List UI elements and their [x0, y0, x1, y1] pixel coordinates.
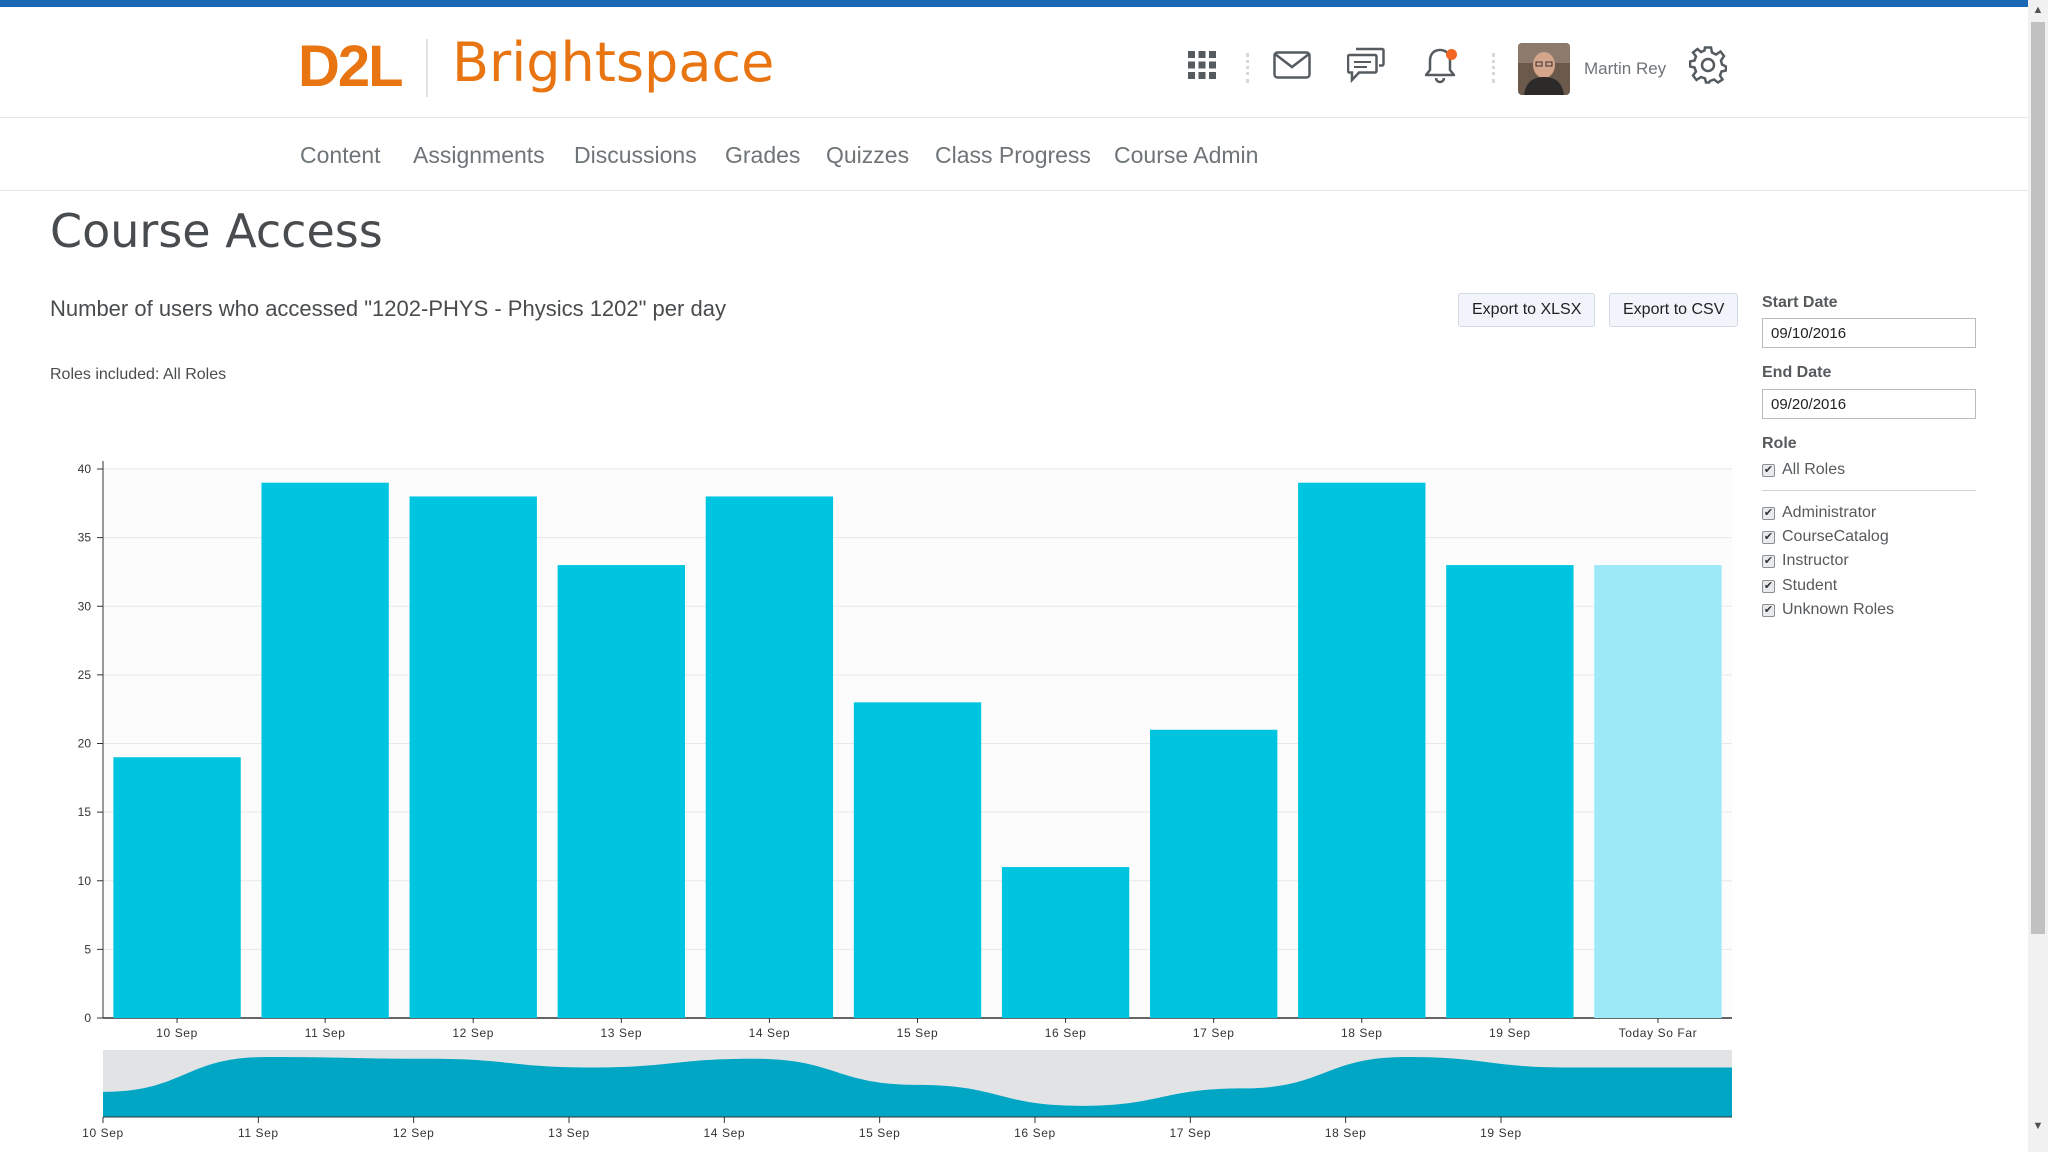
x-tick-label: 15 Sep — [897, 1026, 939, 1040]
navigator-tick-label: 17 Sep — [1169, 1126, 1211, 1140]
x-tick-label: 11 Sep — [305, 1026, 346, 1040]
role-checkbox-coursecatalog[interactable]: ✔ CourseCatalog — [1762, 527, 1889, 547]
bar — [113, 757, 241, 1018]
bar — [853, 702, 982, 1018]
role-label-item: CourseCatalog — [1782, 528, 1889, 545]
x-tick-label: 17 Sep — [1193, 1026, 1235, 1040]
navigator-tick-label: 14 Sep — [704, 1126, 746, 1140]
y-tick-label: 35 — [78, 531, 92, 545]
y-tick-label: 30 — [78, 599, 92, 613]
y-tick-label: 10 — [78, 874, 92, 888]
x-tick-label: Today So Far — [1619, 1026, 1698, 1040]
nav-item-grades[interactable]: Grades — [725, 142, 801, 168]
bar — [1150, 729, 1278, 1018]
y-tick-label: 5 — [84, 942, 91, 956]
checkbox-checked-icon[interactable]: ✔ — [1762, 506, 1775, 520]
export-xlsx-button[interactable]: Export to XLSX — [1458, 293, 1596, 327]
role-label-item: Student — [1782, 577, 1838, 594]
nav-item-class-progress[interactable]: Class Progress — [935, 142, 1091, 168]
navigator-tick-label: 15 Sep — [859, 1126, 901, 1140]
role-checkbox-student[interactable]: ✔ Student — [1762, 576, 1837, 596]
logo-divider — [426, 39, 428, 97]
y-tick-label: 25 — [78, 668, 92, 682]
waffle-icon[interactable] — [1182, 45, 1222, 85]
navigator-tick-label: 16 Sep — [1014, 1126, 1056, 1140]
mail-icon[interactable] — [1272, 45, 1312, 85]
role-checkbox-instructor[interactable]: ✔ Instructor — [1762, 551, 1849, 571]
y-tick-label: 0 — [84, 1011, 91, 1025]
header: D2L Brightspace — [0, 7, 2028, 118]
checkbox-checked-icon[interactable]: ✔ — [1762, 463, 1775, 477]
role-all-label: All Roles — [1782, 461, 1846, 478]
brightspace-logo[interactable]: Brightspace — [452, 31, 775, 94]
checkbox-checked-icon[interactable]: ✔ — [1762, 554, 1775, 568]
start-date-label: Start Date — [1762, 294, 1838, 311]
navigator-tick-label: 11 Sep — [238, 1126, 279, 1140]
bar — [1298, 482, 1426, 1019]
checkbox-checked-icon[interactable]: ✔ — [1762, 579, 1775, 593]
page-title: Course Access — [50, 204, 383, 258]
notification-badge — [1446, 49, 1457, 60]
end-date-input[interactable] — [1762, 389, 1976, 419]
bar — [261, 482, 389, 1019]
y-tick-label: 40 — [78, 462, 92, 476]
header-separator — [1246, 53, 1252, 83]
navigator-tick-label: 19 Sep — [1480, 1126, 1522, 1140]
bar — [1594, 565, 1722, 1018]
scroll-down-icon[interactable]: ▼ — [2032, 1120, 2044, 1132]
navigator-tick-label: 18 Sep — [1325, 1126, 1367, 1140]
role-checkbox-all[interactable]: ✔ All Roles — [1762, 460, 1845, 480]
nav-item-assignments[interactable]: Assignments — [413, 142, 545, 168]
navigator-tick-label: 13 Sep — [548, 1126, 590, 1140]
y-tick-label: 15 — [78, 805, 92, 819]
roles-included-text: Roles included: All Roles — [50, 366, 227, 383]
x-tick-label: 10 Sep — [156, 1026, 198, 1040]
d2l-logo[interactable]: D2L — [298, 34, 404, 99]
bar — [1446, 565, 1574, 1018]
bar — [557, 565, 685, 1018]
x-tick-label: 18 Sep — [1341, 1026, 1383, 1040]
export-csv-button[interactable]: Export to CSV — [1609, 293, 1739, 327]
end-date-label: End Date — [1762, 364, 1832, 381]
nav-item-quizzes[interactable]: Quizzes — [826, 142, 910, 168]
nav-item-content[interactable]: Content — [300, 142, 381, 168]
checkbox-checked-icon[interactable]: ✔ — [1762, 603, 1775, 617]
role-label-item: Administrator — [1782, 504, 1877, 521]
role-label: Role — [1762, 435, 1797, 452]
header-separator — [1492, 53, 1498, 83]
x-tick-label: 13 Sep — [600, 1026, 642, 1040]
top-accent-bar — [0, 0, 2028, 7]
role-label-item: Instructor — [1782, 552, 1849, 569]
x-tick-label: 14 Sep — [749, 1026, 791, 1040]
navigator-tick-label: 10 Sep — [82, 1126, 124, 1140]
bar — [705, 496, 834, 1018]
x-tick-label: 16 Sep — [1045, 1026, 1087, 1040]
nav-item-course-admin[interactable]: Course Admin — [1114, 142, 1259, 168]
x-tick-label: 12 Sep — [452, 1026, 494, 1040]
navigator-area — [103, 1057, 1732, 1117]
y-tick-label: 20 — [78, 737, 92, 751]
scroll-up-icon[interactable]: ▲ — [2032, 4, 2044, 16]
gear-icon[interactable] — [1688, 45, 1728, 85]
role-divider — [1762, 490, 1976, 491]
course-navbar: Content Assignments Discussions Grades Q… — [0, 118, 2028, 191]
x-tick-label: 19 Sep — [1489, 1026, 1531, 1040]
navigator-tick-label: 12 Sep — [393, 1126, 435, 1140]
nav-item-discussions[interactable]: Discussions — [574, 142, 697, 168]
bar — [1001, 867, 1130, 1018]
start-date-input[interactable] — [1762, 318, 1976, 348]
user-name[interactable]: Martin Rey — [1584, 59, 1667, 78]
checkbox-checked-icon[interactable]: ✔ — [1762, 530, 1775, 544]
role-label-item: Unknown Roles — [1782, 601, 1895, 618]
scrollbar-thumb[interactable] — [2031, 22, 2045, 934]
role-checkbox-unknown[interactable]: ✔ Unknown Roles — [1762, 600, 1894, 620]
avatar[interactable] — [1518, 43, 1570, 95]
chart-subtitle: Number of users who accessed "1202-PHYS … — [50, 296, 726, 321]
role-checkbox-administrator[interactable]: ✔ Administrator — [1762, 503, 1876, 523]
chat-icon[interactable] — [1346, 45, 1386, 85]
bar — [409, 496, 537, 1018]
